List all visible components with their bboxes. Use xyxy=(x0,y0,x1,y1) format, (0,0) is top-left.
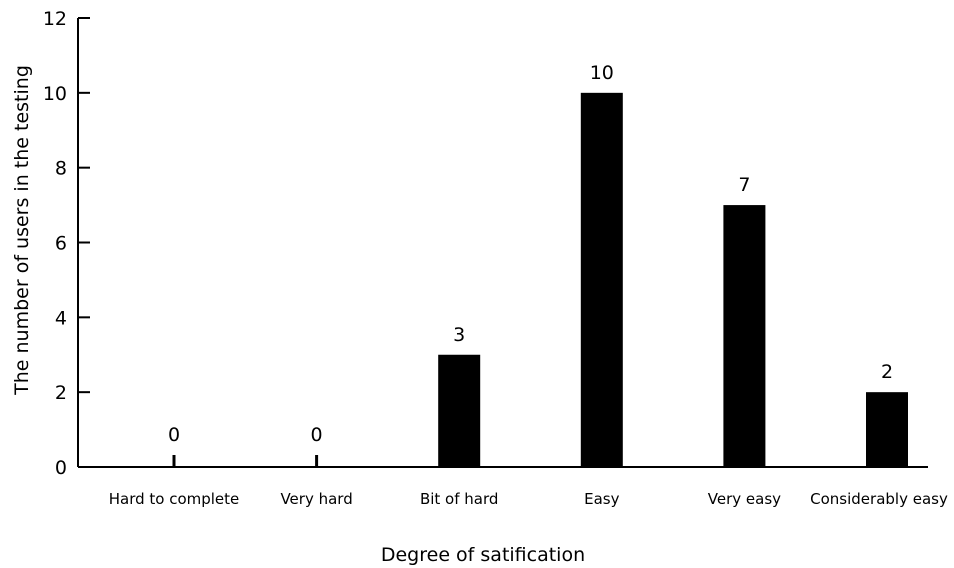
data-labels: 0 0 3 10 7 2 xyxy=(168,62,893,446)
data-label: 0 xyxy=(168,424,180,446)
x-tick-label: Easy xyxy=(584,490,619,508)
y-axis: 0 2 4 6 8 10 12 xyxy=(43,8,90,479)
y-axis-title: The number of users in the testing xyxy=(11,65,33,396)
x-tick-label: Very hard xyxy=(280,490,352,508)
x-tick-label: Hard to complete xyxy=(109,490,240,508)
y-tick-label: 2 xyxy=(55,382,67,404)
bar xyxy=(866,392,908,467)
data-label: 0 xyxy=(311,424,323,446)
y-tick-label: 0 xyxy=(55,457,67,479)
data-label: 3 xyxy=(453,324,465,346)
x-tick-label: Considerably easy xyxy=(810,490,948,508)
data-label: 10 xyxy=(590,62,614,84)
bar xyxy=(723,205,766,468)
bar xyxy=(438,354,481,467)
data-label: 7 xyxy=(738,174,750,196)
bar xyxy=(580,92,623,467)
y-tick-label: 8 xyxy=(55,158,67,180)
x-axis-title: Degree of satification xyxy=(381,544,585,566)
y-tick-label: 12 xyxy=(43,8,67,30)
y-tick-label: 6 xyxy=(55,233,67,255)
category-labels: Hard to complete Very hard Bit of hard Easy… xyxy=(109,490,948,508)
y-tick-label: 10 xyxy=(43,83,67,105)
y-tick-label: 4 xyxy=(55,307,67,329)
x-tick-label: Bit of hard xyxy=(420,490,498,508)
x-tick-label: Very easy xyxy=(708,490,781,508)
data-label: 2 xyxy=(881,361,893,383)
bars xyxy=(172,92,908,468)
